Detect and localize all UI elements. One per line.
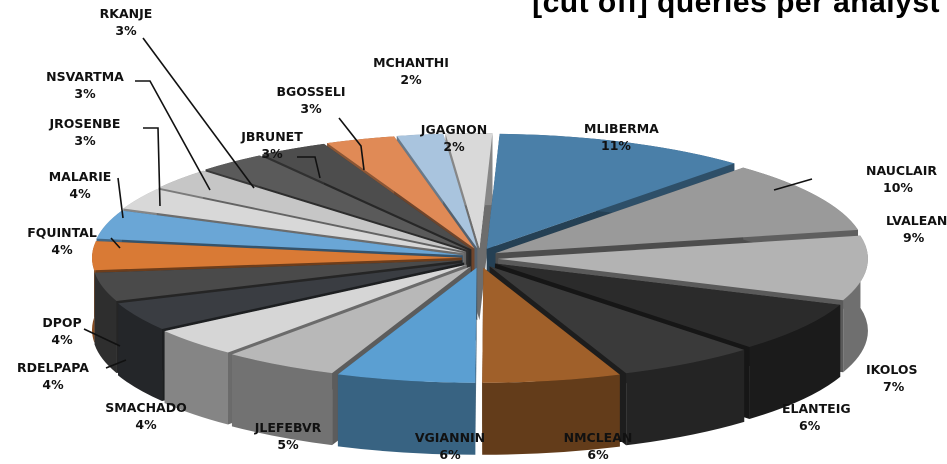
slice-percent-mliberma: 11%: [601, 138, 631, 153]
slice-label-dpop: DPOP: [42, 315, 81, 330]
slice-label-smachado: SMACHADO: [105, 400, 186, 415]
leader-line-jrosenbe: [143, 127, 161, 207]
slice-label-jrosenbe: JROSENBE: [49, 116, 121, 131]
slice-percent-malarie: 4%: [69, 186, 91, 201]
slice-percent-lvaleanu: 9%: [903, 230, 925, 245]
slice-label-rdelpapa: RDELPAPA: [17, 360, 89, 375]
chart-title: [cut off] queries per analyst: [532, 0, 940, 19]
slice-label-bgosseli: BGOSSELI: [276, 84, 345, 99]
leader-line-fquintal: [110, 237, 121, 249]
slice-percent-dpop: 4%: [51, 332, 73, 347]
slice-percent-rkanje: 3%: [115, 23, 137, 38]
slice-percent-smachado: 4%: [135, 417, 157, 432]
leader-line-jbrunet: [297, 156, 321, 179]
slice-label-ikolos: IKOLOS: [866, 362, 918, 377]
leader-line-dpop: [83, 328, 121, 347]
leader-line-bgosseli: [338, 117, 365, 171]
slice-percent-jrosenbe: 3%: [74, 133, 96, 148]
pie-slice-nmclean: [482, 267, 620, 455]
slice-label-jgagnon: JGAGNON: [420, 122, 487, 137]
slice-percent-rdelpapa: 4%: [42, 377, 64, 392]
slice-percent-jlefebvr: 5%: [277, 437, 299, 452]
slice-label-mchanthi: MCHANTHI: [373, 55, 449, 70]
leader-line-rdelpapa: [105, 359, 127, 369]
slice-label-rkanje: RKANJE: [100, 6, 153, 21]
slice-label-nauclair: NAUCLAIR: [866, 163, 937, 178]
slice-percent-fquintal: 4%: [51, 242, 73, 257]
slice-percent-ikolos: 7%: [883, 379, 905, 394]
leader-line-nauclair: [773, 178, 813, 191]
slice-label-mliberma: MLIBERMA: [584, 121, 659, 136]
slice-percent-jbrunet: 3%: [261, 146, 283, 161]
slice-label-elanteig: ELANTEIG: [782, 401, 851, 416]
slice-percent-bgosseli: 3%: [300, 101, 322, 116]
leader-line-rkanje: [142, 37, 255, 189]
slice-label-nsvartma: NSVARTMA: [46, 69, 124, 84]
slice-label-malarie: MALARIE: [49, 169, 112, 184]
leader-line-nsvartma: [135, 80, 211, 191]
slice-label-lvaleanu: LVALEANU: [886, 213, 947, 228]
slice-percent-vgiannin: 6%: [439, 447, 461, 462]
slice-label-vgiannin: VGIANNIN: [415, 430, 485, 445]
slice-percent-nauclair: 10%: [883, 180, 913, 195]
slice-percent-mchanthi: 2%: [400, 72, 422, 87]
slice-percent-nmclean: 6%: [587, 447, 609, 462]
slice-label-jbrunet: JBRUNET: [240, 129, 303, 144]
leader-line-malarie: [117, 177, 124, 219]
slice-label-nmclean: NMCLEAN: [564, 430, 633, 445]
slice-percent-nsvartma: 3%: [74, 86, 96, 101]
slice-percent-elanteig: 6%: [799, 418, 821, 433]
slice-label-jlefebvr: JLEFEBVR: [254, 420, 322, 435]
slice-percent-jgagnon: 2%: [443, 139, 465, 154]
slice-label-fquintal: FQUINTAL: [27, 225, 97, 240]
pie-slice-vgiannin: [337, 267, 477, 455]
